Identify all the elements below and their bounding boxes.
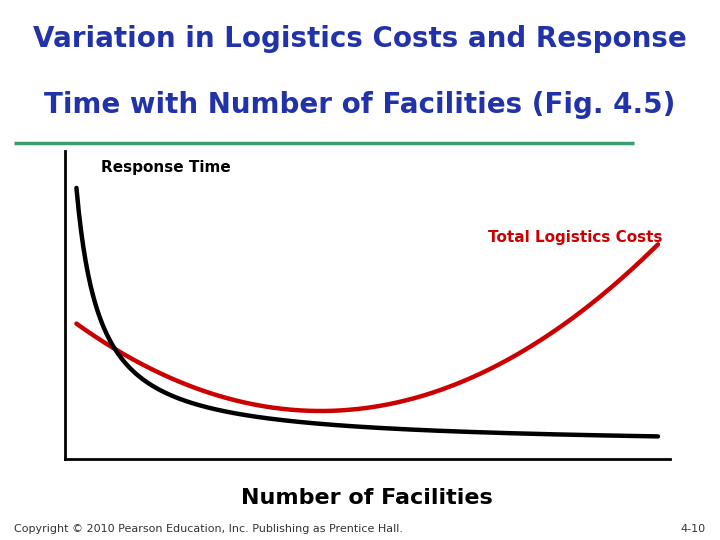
Text: Time with Number of Facilities (Fig. 4.5): Time with Number of Facilities (Fig. 4.5… — [45, 91, 675, 119]
Text: Number of Facilities: Number of Facilities — [241, 488, 493, 508]
Text: 4-10: 4-10 — [680, 523, 706, 534]
Text: Variation in Logistics Costs and Response: Variation in Logistics Costs and Respons… — [33, 25, 687, 53]
Text: Response Time: Response Time — [101, 160, 231, 176]
Text: Total Logistics Costs: Total Logistics Costs — [488, 230, 662, 245]
Text: Copyright © 2010 Pearson Education, Inc. Publishing as Prentice Hall.: Copyright © 2010 Pearson Education, Inc.… — [14, 523, 403, 534]
